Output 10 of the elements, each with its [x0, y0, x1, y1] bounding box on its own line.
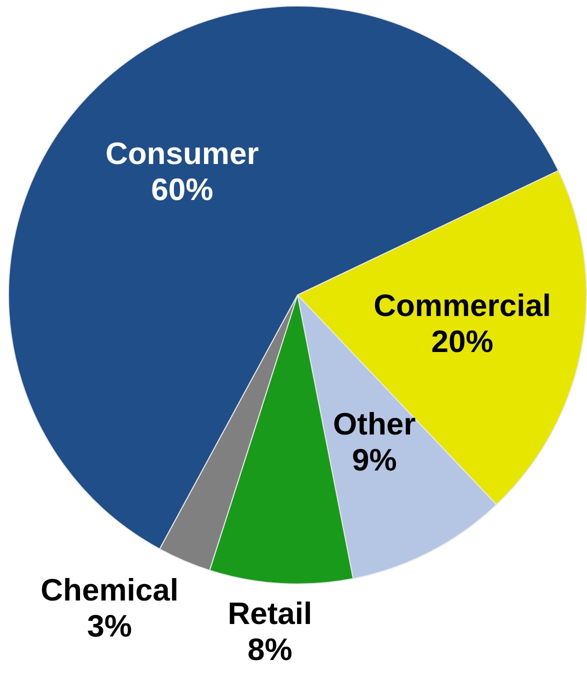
data-label: 3%	[87, 608, 132, 644]
slice-label: Consumer	[105, 136, 259, 171]
slice-label: Chemical	[40, 572, 178, 608]
slice-label: Other	[333, 406, 416, 442]
data-label: 9%	[352, 442, 397, 478]
data-label: 20%	[431, 324, 494, 360]
data-label: 8%	[248, 632, 292, 668]
slice-label: Commercial	[374, 288, 552, 324]
data-label: 60%	[151, 172, 214, 207]
slice-label: Retail	[228, 596, 312, 632]
